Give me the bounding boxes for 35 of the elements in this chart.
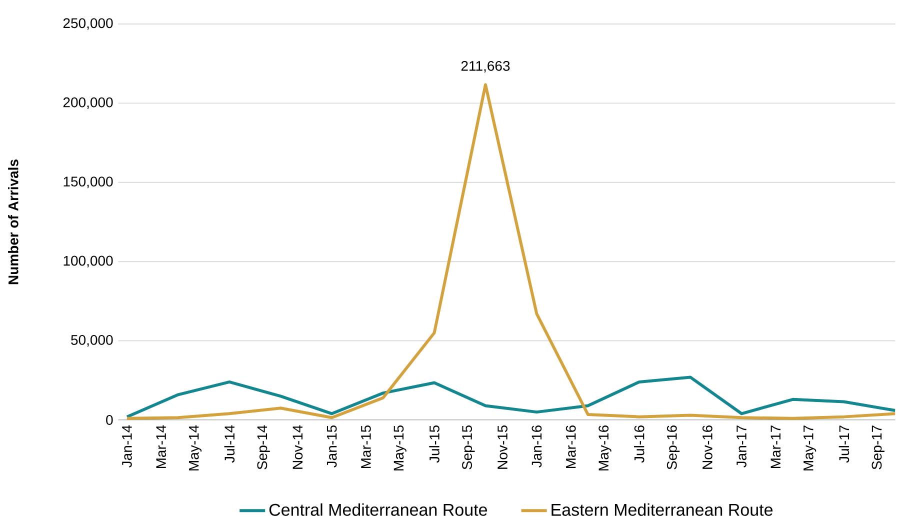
- x-tick-label: Mar-17: [770, 426, 781, 468]
- x-tick-label: Sep-14: [257, 425, 270, 470]
- y-tick-label: 100,000: [64, 256, 113, 268]
- x-tick-label: Jul-16: [634, 425, 644, 463]
- legend-label: Eastern Mediterranean Route: [552, 503, 773, 516]
- data-label: 211,663: [461, 60, 510, 73]
- x-tick-label: May-16: [598, 425, 612, 470]
- y-tick-label: 200,000: [63, 97, 113, 109]
- x-tick-label: Nov-16: [702, 425, 712, 469]
- x-tick-label: May-17: [804, 426, 816, 470]
- x-tick-label: Mar-16: [566, 425, 576, 468]
- x-tick-label: Nov-14: [292, 425, 303, 469]
- x-tick-label: May-15: [394, 425, 406, 470]
- x-tick-label: Sep-15: [462, 425, 475, 470]
- x-tick-label: Jan-17: [736, 426, 746, 468]
- y-axis-title: Number of Arrivals: [8, 160, 18, 284]
- x-tick-label: Jan-16: [532, 425, 542, 468]
- x-tick-label: Nov-15: [498, 425, 508, 469]
- y-tick-label: 250,000: [63, 18, 113, 30]
- x-tick-label: Jul-15: [429, 425, 440, 463]
- x-tick-label: Jan-15: [326, 425, 337, 468]
- legend-label: Central Mediterranean Route: [269, 503, 488, 516]
- x-tick-label: Mar-15: [361, 425, 371, 468]
- y-tick-label: 50,000: [71, 335, 113, 347]
- x-tick-label: Jul-14: [224, 425, 235, 463]
- line-series: [126, 83, 896, 420]
- line-series: [126, 376, 896, 418]
- y-tick-label: 0: [106, 415, 113, 425]
- x-tick-label: Sep-16: [666, 425, 680, 470]
- x-tick-label: Mar-14: [156, 425, 166, 468]
- x-tick-label: Jan-14: [122, 425, 132, 468]
- x-tick-label: Jul-17: [838, 426, 850, 463]
- x-tick-label: Sep-17: [872, 426, 884, 470]
- y-tick-label: 150,000: [64, 176, 113, 188]
- x-tick-label: May-14: [189, 425, 202, 470]
